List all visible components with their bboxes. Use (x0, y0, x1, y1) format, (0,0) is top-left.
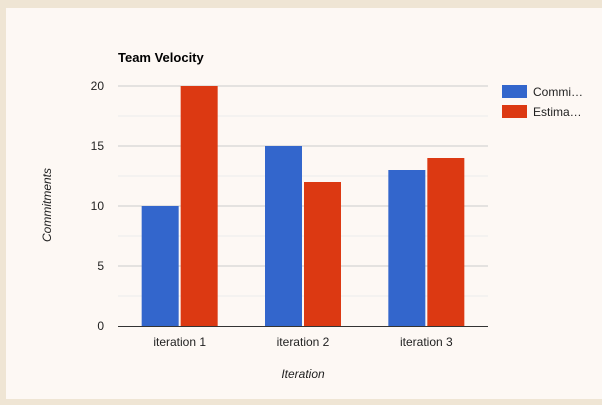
bar (180, 86, 218, 326)
x-axis-label: Iteration (281, 367, 325, 381)
chart-frame: Team Velocity 0 5 10 15 20 iteration 1 iterat… (6, 8, 602, 399)
y-tick-label: 10 (91, 199, 105, 213)
legend-label: Estima… (533, 105, 582, 119)
legend-swatch (502, 85, 527, 98)
gridlines (118, 85, 488, 297)
y-tick-label: 5 (97, 259, 104, 273)
bar (304, 182, 341, 326)
x-tick-label: iteration 1 (153, 335, 206, 349)
x-tick-label: iteration 3 (400, 335, 453, 349)
bar (265, 146, 302, 326)
legend-swatch (502, 105, 527, 118)
x-tick-labels: iteration 1 iteration 2 iteration 3 (153, 335, 453, 349)
legend-label: Commi… (533, 85, 583, 99)
legend: Commi… Estima… (502, 85, 583, 119)
y-tick-label: 15 (91, 139, 105, 153)
y-tick-labels: 0 5 10 15 20 (91, 79, 105, 333)
bar (388, 170, 426, 326)
bar (427, 158, 465, 326)
y-tick-label: 0 (97, 319, 104, 333)
y-axis-label: Commitments (40, 168, 54, 242)
y-tick-label: 20 (91, 79, 105, 93)
bars (141, 86, 465, 326)
chart-title: Team Velocity (118, 50, 205, 65)
bar (141, 206, 179, 326)
x-tick-label: iteration 2 (277, 335, 330, 349)
